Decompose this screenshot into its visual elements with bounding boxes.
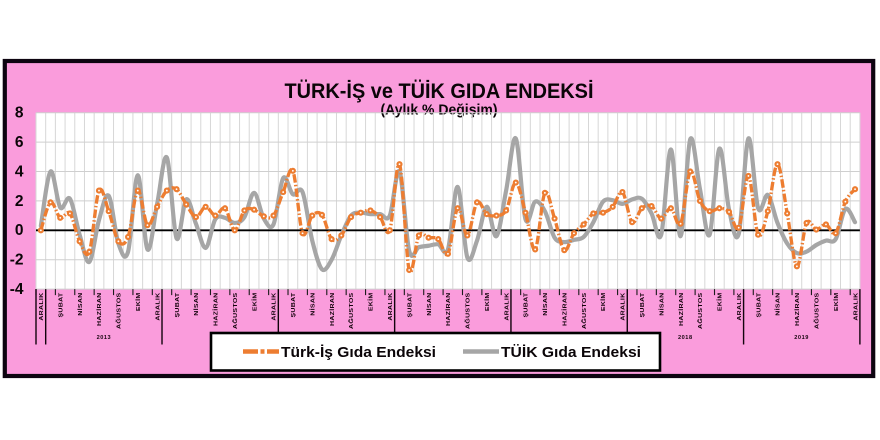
svg-text:AĞUSTOS: AĞUSTOS (232, 293, 239, 329)
svg-text:AĞUSTOS: AĞUSTOS (116, 293, 123, 329)
svg-text:(Aylık % Değişim): (Aylık % Değişim) (381, 103, 498, 119)
svg-text:ŞUBAT: ŞUBAT (58, 292, 64, 317)
svg-text:ARALIK: ARALIK (272, 292, 278, 321)
svg-text:NİSAN: NİSAN (543, 293, 549, 316)
svg-text:ARALIK: ARALIK (737, 292, 743, 321)
svg-text:NİSAN: NİSAN (427, 293, 433, 316)
svg-text:Türk-İş Gıda Endeksi: Türk-İş Gıda Endeksi (281, 344, 436, 361)
svg-text:EKİM: EKİM (368, 293, 374, 312)
svg-text:ŞUBAT: ŞUBAT (640, 292, 646, 317)
svg-text:HAZİRAN: HAZİRAN (562, 293, 568, 326)
svg-text:4: 4 (15, 163, 24, 180)
svg-text:8: 8 (15, 105, 24, 122)
svg-text:2013: 2013 (97, 335, 112, 341)
svg-text:2: 2 (15, 193, 24, 210)
svg-text:ŞUBAT: ŞUBAT (291, 292, 297, 317)
svg-text:EKİM: EKİM (252, 293, 258, 312)
svg-text:AĞUSTOS: AĞUSTOS (465, 293, 472, 329)
svg-text:NİSAN: NİSAN (194, 293, 200, 316)
svg-text:ARALIK: ARALIK (853, 292, 859, 321)
svg-text:HAZİRAN: HAZİRAN (679, 293, 685, 326)
svg-text:EKİM: EKİM (136, 293, 142, 312)
svg-text:AĞUSTOS: AĞUSTOS (697, 293, 704, 329)
svg-text:-2: -2 (10, 252, 24, 269)
svg-text:NİSAN: NİSAN (776, 293, 782, 316)
svg-text:ŞUBAT: ŞUBAT (524, 292, 530, 317)
svg-text:EKİM: EKİM (601, 293, 607, 312)
svg-text:TÜİK Gıda Endeksi: TÜİK Gıda Endeksi (501, 344, 641, 361)
svg-text:ARALIK: ARALIK (388, 292, 394, 321)
svg-text:2019: 2019 (794, 335, 809, 341)
svg-text:0: 0 (15, 222, 24, 239)
svg-text:6: 6 (15, 134, 24, 151)
svg-text:2018: 2018 (678, 335, 693, 341)
svg-text:ŞUBAT: ŞUBAT (175, 292, 181, 317)
svg-text:HAZİRAN: HAZİRAN (446, 293, 452, 326)
svg-text:TÜRK-İŞ ve TÜİK GIDA ENDEKSİ: TÜRK-İŞ ve TÜİK GIDA ENDEKSİ (285, 78, 594, 103)
svg-text:EKİM: EKİM (717, 293, 723, 312)
svg-text:NİSAN: NİSAN (78, 293, 84, 316)
svg-text:NİSAN: NİSAN (659, 293, 665, 316)
svg-text:ARALIK: ARALIK (504, 292, 510, 321)
svg-text:HAZİRAN: HAZİRAN (330, 293, 336, 326)
svg-text:EKİM: EKİM (834, 293, 840, 312)
svg-text:NİSAN: NİSAN (310, 293, 316, 316)
svg-text:ARALIK: ARALIK (39, 292, 45, 321)
svg-text:AĞUSTOS: AĞUSTOS (348, 293, 355, 329)
svg-text:ŞUBAT: ŞUBAT (407, 292, 413, 317)
svg-text:HAZİRAN: HAZİRAN (213, 293, 219, 326)
svg-text:AĞUSTOS: AĞUSTOS (581, 293, 588, 329)
svg-text:ARALIK: ARALIK (620, 292, 626, 321)
svg-text:EKİM: EKİM (485, 293, 491, 312)
svg-text:ARALIK: ARALIK (155, 292, 161, 321)
svg-text:AĞUSTOS: AĞUSTOS (814, 293, 821, 329)
svg-text:HAZİRAN: HAZİRAN (795, 293, 801, 326)
svg-text:-4: -4 (10, 281, 24, 298)
svg-text:HAZİRAN: HAZİRAN (97, 293, 103, 326)
svg-text:ŞUBAT: ŞUBAT (756, 292, 762, 317)
